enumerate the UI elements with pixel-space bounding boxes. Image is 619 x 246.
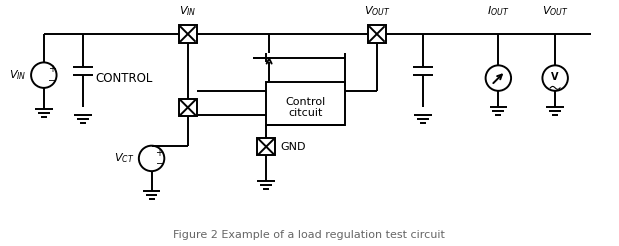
Text: $V_{IN}$: $V_{IN}$ — [179, 4, 197, 18]
Text: Control: Control — [285, 97, 326, 107]
Text: +: + — [48, 64, 56, 74]
Text: −: − — [155, 159, 163, 169]
Text: +: + — [155, 148, 163, 157]
Text: $V_{CT}$: $V_{CT}$ — [114, 152, 134, 165]
Text: $I_{OUT}$: $I_{OUT}$ — [487, 4, 509, 18]
Bar — [368, 25, 386, 43]
Bar — [266, 82, 345, 125]
Text: CONTROL: CONTROL — [95, 72, 153, 85]
Text: −: − — [48, 76, 56, 86]
Text: $V_{OUT}$: $V_{OUT}$ — [363, 4, 390, 18]
Text: GND: GND — [280, 142, 305, 152]
Text: V: V — [552, 72, 559, 82]
Text: Figure 2 Example of a load regulation test circuit: Figure 2 Example of a load regulation te… — [173, 230, 445, 240]
Bar — [179, 99, 197, 116]
Bar — [258, 138, 275, 155]
Text: citcuit: citcuit — [288, 108, 322, 118]
Text: $V_{IN}$: $V_{IN}$ — [9, 68, 26, 82]
Text: $V_{OUT}$: $V_{OUT}$ — [542, 4, 568, 18]
Bar — [179, 25, 197, 43]
